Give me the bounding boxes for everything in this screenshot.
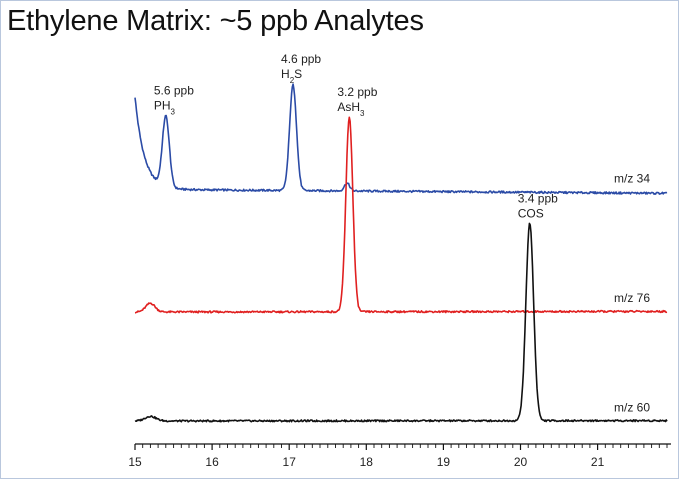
x-tick-label: 20 — [514, 455, 528, 469]
x-tick-label: 18 — [360, 455, 374, 469]
peak-amount-label: 3.2 ppb — [337, 85, 377, 99]
peak-amount-label: 5.6 ppb — [154, 84, 194, 98]
chart-title: Ethylene Matrix: ~5 ppb Analytes — [7, 5, 424, 37]
x-tick-label: 21 — [591, 455, 605, 469]
series-label-m-z-34: m/z 34 — [614, 171, 650, 185]
trace-m-z-34 — [134, 83, 668, 195]
x-tick-label: 15 — [128, 455, 142, 469]
x-tick-label: 16 — [205, 455, 219, 469]
trace-m-z-76 — [134, 116, 668, 314]
trace-m-z-60 — [134, 222, 668, 423]
series-label-m-z-60: m/z 60 — [614, 400, 650, 414]
peak-amount-label: 3.4 ppb — [518, 191, 558, 205]
x-tick-label: 17 — [283, 455, 297, 469]
peak-amount-label: 4.6 ppb — [281, 52, 321, 66]
peak-compound-label: H2S — [281, 67, 302, 85]
peak-compound-label: AsH3 — [337, 100, 365, 118]
series-label-m-z-76: m/z 76 — [614, 291, 650, 305]
peak-compound-label: COS — [518, 206, 544, 220]
peak-compound-label: PH3 — [154, 99, 176, 117]
x-tick-label: 19 — [437, 455, 451, 469]
